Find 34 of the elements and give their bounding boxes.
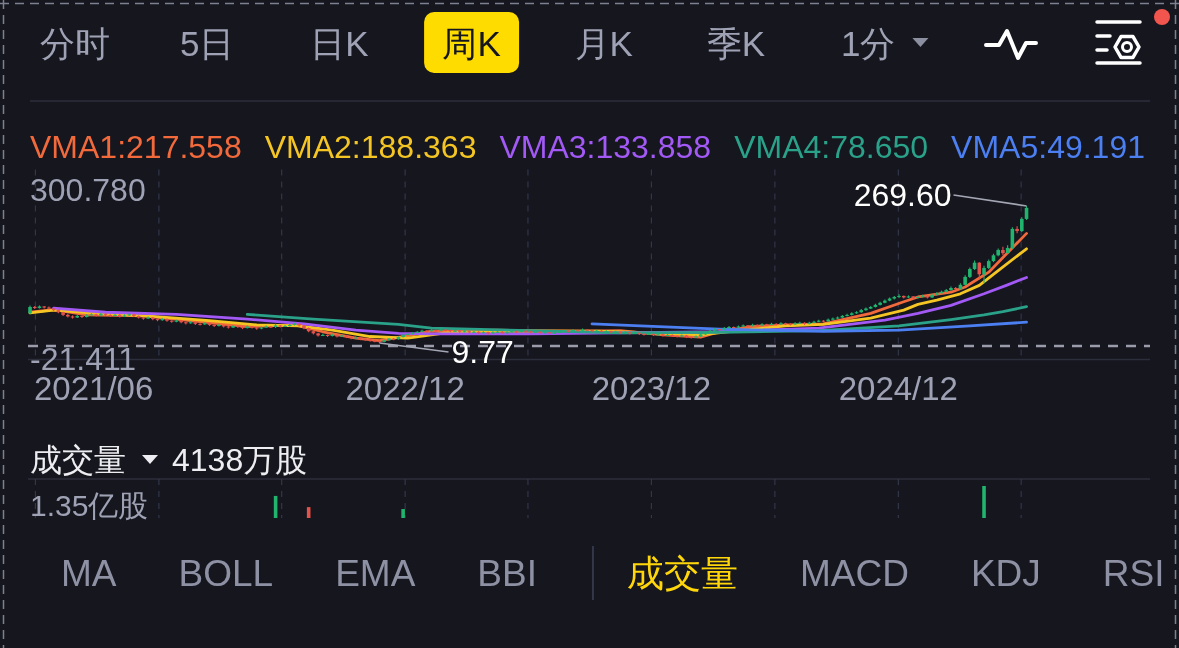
text: VMA2:188.363 xyxy=(264,128,477,165)
text: VMA3:133.858 xyxy=(499,128,712,165)
category-label: 月K xyxy=(574,23,633,63)
category-label: 周K xyxy=(442,23,501,63)
line-series xyxy=(245,305,1028,335)
annotation: 269.60 xyxy=(853,176,952,213)
bar xyxy=(401,509,405,518)
category-label: 成交量 xyxy=(626,552,738,594)
category-label: MACD xyxy=(799,552,909,594)
category-label: EMA xyxy=(335,552,416,594)
category-label: 1分 xyxy=(840,23,896,63)
chart-title: 成交量 xyxy=(30,442,126,478)
chart-subtitle: 4138万股 xyxy=(172,442,308,478)
bar xyxy=(982,486,986,518)
x-tick-label: 2022/12 xyxy=(345,369,465,407)
y-tick-label: 300.780 xyxy=(30,171,146,208)
annotation: 9.77 xyxy=(451,333,514,370)
text: VMA1:217.558 xyxy=(30,128,242,165)
text: VMA5:49.191 xyxy=(951,128,1145,165)
line-series xyxy=(590,320,1028,333)
x-tick-label: 2021/06 xyxy=(34,369,154,407)
category-label: 日K xyxy=(310,23,369,63)
category-label: 季K xyxy=(706,23,766,63)
annotation: 1.35亿股 xyxy=(30,488,149,522)
text: VMA4:78.650 xyxy=(734,128,929,165)
category-label: RSI xyxy=(1102,552,1165,594)
category-label: KDJ xyxy=(970,552,1041,594)
category-label: MA xyxy=(61,552,117,594)
category-label: BBI xyxy=(477,552,537,594)
category-label: 分时 xyxy=(40,23,110,63)
category-label: 5日 xyxy=(179,23,235,63)
x-tick-label: 2024/12 xyxy=(838,369,958,407)
x-tick-label: 2023/12 xyxy=(591,369,712,407)
category-label: BOLL xyxy=(178,552,274,594)
